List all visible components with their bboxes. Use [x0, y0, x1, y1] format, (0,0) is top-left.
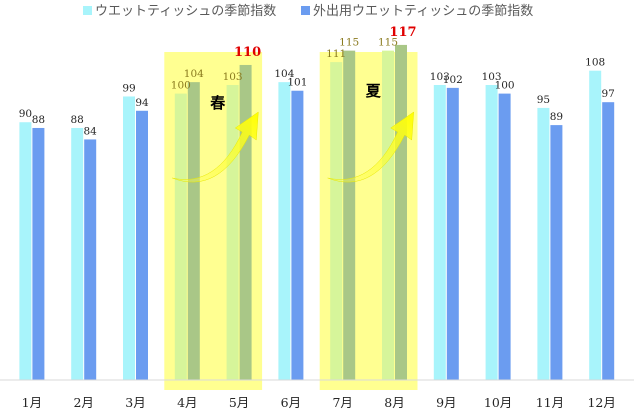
bar-s2-12 [602, 102, 615, 380]
value-label-s1-3: 99 [122, 82, 135, 94]
legend-label-series-1: ウエットティッシュの季節指数 [95, 4, 276, 19]
season-highlights [164, 52, 418, 390]
x-tick-5: 5月 [229, 395, 249, 410]
value-label-s1-4: 100 [171, 80, 191, 92]
bar-s1-2 [71, 127, 84, 380]
x-tick-1: 1月 [22, 395, 42, 410]
bar-s2-10 [498, 93, 511, 380]
season-label-1: 春 [210, 94, 225, 112]
value-label-s2-8: 117 [389, 25, 416, 40]
bar-s2-11 [550, 125, 563, 380]
trend-arrow-2 [327, 111, 414, 183]
x-axis-ticks: 1月 2月 3月 4月 5月 6月 7月 8月 9月 10月 11月 12月 [22, 395, 616, 410]
bar-s2-9 [446, 87, 459, 380]
bar-s1-4 [174, 93, 187, 380]
value-label-s1-11: 95 [537, 94, 550, 106]
bar-s2-1 [32, 127, 45, 380]
trend-arrow-1 [172, 111, 259, 183]
value-label-s1-7: 111 [326, 48, 346, 60]
bar-s1-6 [278, 82, 291, 381]
value-label-s1-5: 103 [223, 71, 243, 83]
bar-s2-6 [291, 90, 304, 381]
value-label-s2-10: 100 [495, 80, 515, 92]
value-label-s1-8: 115 [378, 37, 398, 49]
value-label-s1-6: 104 [274, 68, 294, 80]
value-label-s1-12: 108 [585, 57, 605, 69]
legend-label-series-2: 外出用ウエットティッシュの季節指数 [313, 4, 533, 19]
x-tick-9: 9月 [436, 395, 456, 410]
bar-s2-5 [239, 64, 252, 381]
value-label-s2-4: 104 [184, 68, 204, 80]
value-label-s2-5: 110 [234, 45, 261, 60]
bars [19, 44, 615, 381]
value-label-s2-3: 94 [135, 97, 149, 109]
bar-s1-10 [485, 85, 498, 381]
x-tick-4: 4月 [177, 395, 197, 410]
value-label-s2-6: 101 [287, 77, 307, 89]
x-tick-2: 2月 [73, 395, 93, 410]
bar-s1-8 [382, 50, 394, 380]
x-tick-7: 7月 [332, 395, 352, 410]
bar-s2-3 [136, 110, 148, 380]
value-label-s2-1: 88 [32, 114, 45, 126]
x-tick-8: 8月 [384, 395, 404, 410]
season-annotations: 春夏 [172, 82, 414, 183]
legend-swatch-series-1 [83, 6, 92, 15]
x-tick-10: 10月 [484, 395, 512, 410]
value-label-s1-2: 88 [71, 114, 84, 126]
x-tick-11: 11月 [536, 395, 564, 410]
value-label-s2-11: 89 [550, 111, 563, 123]
x-tick-3: 3月 [125, 395, 145, 410]
legend: ウエットティッシュの季節指数 外出用ウエットティッシュの季節指数 [83, 4, 533, 19]
bar-s1-9 [433, 85, 446, 381]
x-tick-12: 12月 [587, 395, 615, 410]
bar-s1-12 [589, 70, 602, 381]
bar-s1-3 [123, 96, 135, 381]
value-label-s2-2: 84 [84, 125, 98, 137]
value-label-s1-9: 103 [430, 71, 450, 83]
x-tick-6: 6月 [281, 395, 301, 410]
value-label-s1-1: 90 [19, 108, 32, 120]
bar-s2-2 [84, 139, 97, 380]
legend-swatch-series-2 [301, 6, 310, 15]
season-label-2: 夏 [365, 82, 382, 100]
bar-s2-7 [343, 50, 356, 380]
value-label-s1-10: 103 [482, 71, 502, 83]
value-label-s2-12: 97 [602, 88, 615, 100]
value-label-s2-7: 115 [339, 37, 359, 49]
bar-s1-5 [226, 85, 239, 381]
bar-s2-8 [395, 44, 407, 381]
bar-s1-11 [537, 107, 550, 381]
bar-s1-1 [19, 122, 32, 381]
bar-s2-4 [187, 82, 200, 381]
value-label-s2-9: 102 [443, 74, 463, 86]
bar-s1-7 [330, 62, 343, 380]
